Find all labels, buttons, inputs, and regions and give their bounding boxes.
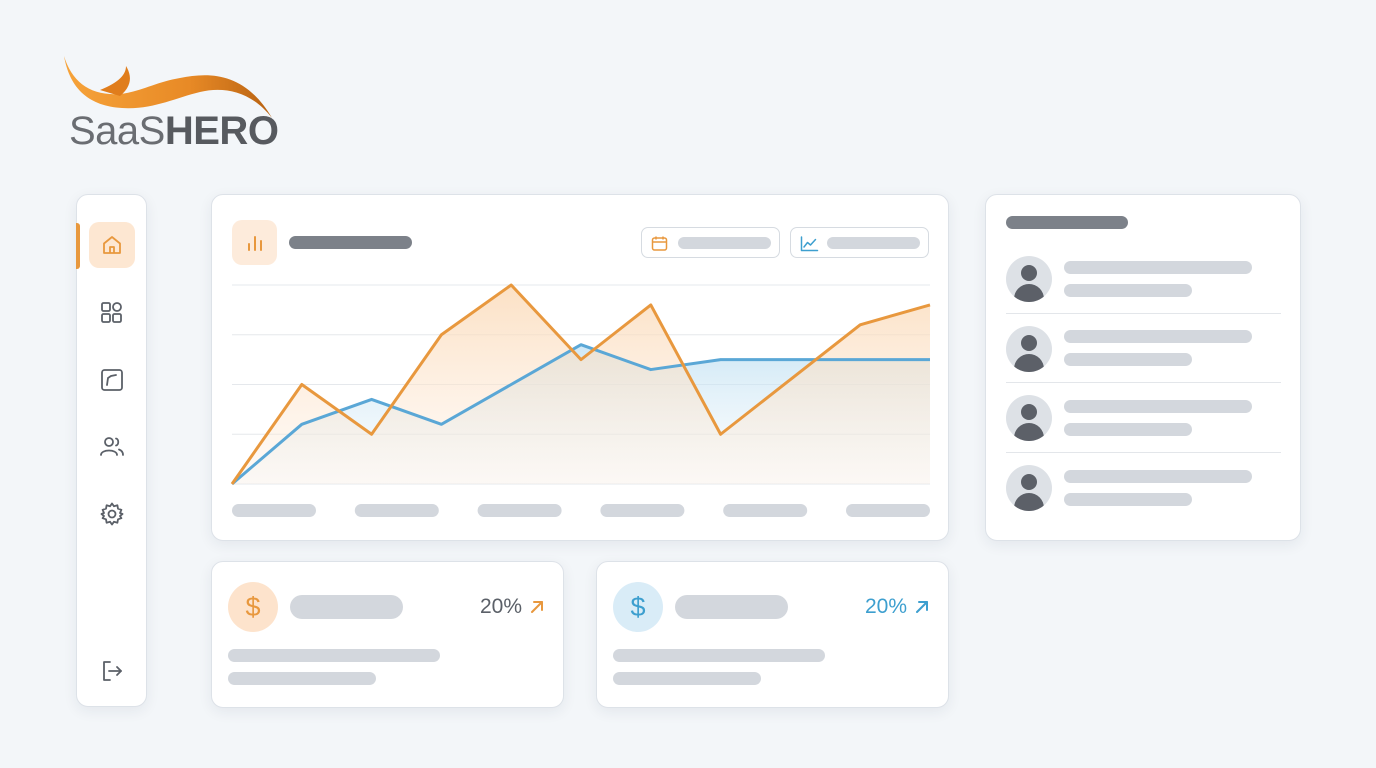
x-tick-label <box>354 504 439 517</box>
sidebar-item-apps[interactable] <box>89 290 135 336</box>
sidebar <box>76 194 147 707</box>
metric-filter-button[interactable] <box>790 227 929 258</box>
user-list-card <box>985 194 1301 541</box>
sidebar-item-home[interactable] <box>89 222 135 268</box>
sidebar-item-users[interactable] <box>89 424 135 470</box>
stat-change: 20% <box>865 595 931 619</box>
calendar-icon <box>651 236 668 251</box>
logout-icon <box>103 661 122 681</box>
dollar-icon: $ <box>613 582 663 632</box>
chart-icon <box>101 369 123 391</box>
x-tick-label <box>232 504 316 517</box>
bar-chart-icon <box>247 235 262 251</box>
series-area-1 <box>232 285 930 484</box>
x-tick-label <box>477 504 562 517</box>
stat-label-placeholder <box>290 595 403 619</box>
list-divider <box>1006 382 1281 383</box>
brand-logo: SaaSHERO <box>60 52 300 153</box>
list-divider <box>1006 452 1281 453</box>
list-title-placeholder <box>1006 216 1128 229</box>
active-nav-indicator <box>76 223 80 269</box>
sidebar-item-settings[interactable] <box>89 491 135 537</box>
sidebar-item-reports[interactable] <box>89 357 135 403</box>
stat-label-placeholder <box>675 595 788 619</box>
stat-percent: 20% <box>864 595 907 618</box>
chart-title-placeholder <box>289 236 412 249</box>
arrow-up-right-icon <box>916 601 928 613</box>
grid-icon <box>101 302 122 323</box>
stat-change: 20% <box>480 595 546 619</box>
main-chart-card <box>211 194 949 541</box>
x-tick-label <box>723 504 808 517</box>
date-filter-button[interactable] <box>641 227 780 258</box>
stat-card-sales: $ 20% <box>596 561 949 708</box>
list-divider <box>1006 313 1281 314</box>
user-avatar-icon <box>1006 256 1052 302</box>
users-icon <box>100 437 124 456</box>
arrow-up-right-icon <box>531 601 543 613</box>
trend-icon <box>800 236 819 252</box>
dollar-icon: $ <box>228 582 278 632</box>
x-tick-label <box>846 504 930 517</box>
brand-name: SaaSHERO <box>69 109 279 153</box>
chart-header-icon <box>232 220 277 265</box>
stat-percent: 20% <box>479 595 522 618</box>
home-icon <box>103 236 121 254</box>
series-line-1 <box>230 283 931 485</box>
user-avatar-icon <box>1006 465 1052 511</box>
stat-card-revenue: $ 20% <box>211 561 564 708</box>
x-tick-label <box>600 504 685 517</box>
logout-button[interactable] <box>89 648 135 694</box>
user-avatar-icon <box>1006 395 1052 441</box>
x-axis-ticks <box>232 504 930 517</box>
line-chart <box>230 283 931 517</box>
gear-icon <box>100 502 124 526</box>
user-avatar-icon <box>1006 326 1052 372</box>
brand-swoosh <box>64 56 272 118</box>
